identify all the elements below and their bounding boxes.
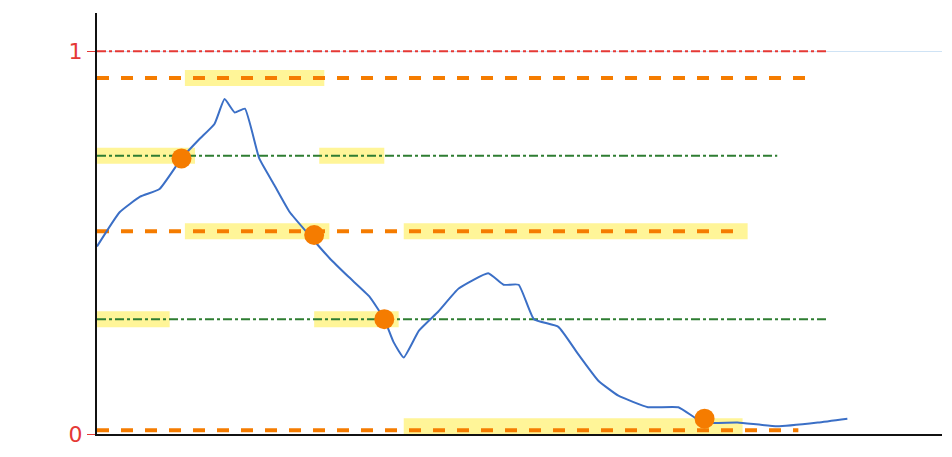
- svg-text:0: 0: [69, 422, 83, 447]
- svg-text:1: 1: [69, 39, 83, 64]
